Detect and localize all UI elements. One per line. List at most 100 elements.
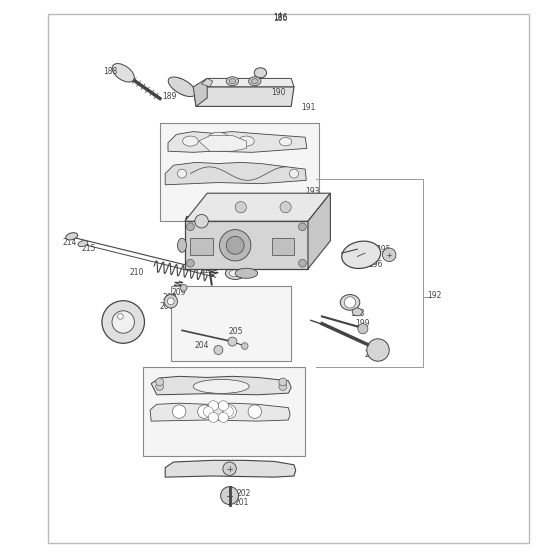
Polygon shape [193,78,207,106]
Bar [143,367,305,456]
Ellipse shape [78,241,88,246]
Text: 186: 186 [273,13,287,22]
Polygon shape [168,132,307,152]
Ellipse shape [235,268,258,278]
Text: 189: 189 [162,92,177,101]
Circle shape [241,343,248,349]
Polygon shape [193,87,294,106]
Circle shape [235,202,246,213]
Bar [160,123,319,221]
Circle shape [186,223,194,231]
Circle shape [112,311,134,333]
Ellipse shape [225,267,245,279]
Circle shape [218,412,228,422]
Ellipse shape [183,136,198,146]
Circle shape [220,230,251,261]
Polygon shape [150,403,290,421]
Text: 204: 204 [195,341,209,350]
Text: 207: 207 [159,302,174,311]
Circle shape [172,405,186,418]
Ellipse shape [66,233,78,240]
Circle shape [118,314,123,319]
Circle shape [367,339,389,361]
Polygon shape [199,136,246,151]
Circle shape [195,214,208,228]
Text: 209: 209 [172,288,186,297]
Text: 213: 213 [200,240,214,249]
Circle shape [226,236,244,254]
Ellipse shape [254,68,267,78]
Ellipse shape [340,295,360,310]
Bar [190,238,213,255]
Text: 191: 191 [301,103,316,112]
Ellipse shape [112,64,134,82]
Text: 196: 196 [368,260,383,269]
Text: 190: 190 [272,88,286,97]
Text: 195: 195 [376,245,391,254]
Ellipse shape [168,77,196,97]
Text: 212: 212 [208,257,222,266]
Ellipse shape [251,79,258,84]
Circle shape [186,259,194,267]
Text: 193: 193 [305,187,320,196]
Ellipse shape [207,132,230,148]
Ellipse shape [352,308,362,316]
Text: 197: 197 [346,301,360,310]
Polygon shape [308,193,330,269]
Ellipse shape [342,241,381,268]
Circle shape [208,401,218,411]
Text: 210: 210 [130,268,144,277]
Circle shape [156,378,164,386]
Ellipse shape [226,77,239,86]
Circle shape [228,337,237,346]
Circle shape [280,202,291,213]
Circle shape [279,378,287,386]
Circle shape [248,405,262,418]
Circle shape [344,297,356,308]
Text: 194: 194 [259,232,273,241]
Polygon shape [165,162,306,185]
Circle shape [223,407,234,417]
Text: 186: 186 [273,14,287,23]
Circle shape [358,324,368,334]
Bar [272,238,294,255]
Polygon shape [196,78,294,87]
Text: 215: 215 [82,244,96,253]
Polygon shape [151,376,291,395]
Circle shape [102,301,144,343]
Text: 188: 188 [104,67,118,76]
Polygon shape [185,221,308,269]
Text: 205: 205 [228,327,243,336]
Ellipse shape [193,380,249,394]
Ellipse shape [229,270,241,277]
Circle shape [198,405,211,418]
Circle shape [223,462,236,475]
Circle shape [164,295,178,308]
Ellipse shape [279,138,292,146]
Circle shape [208,412,218,422]
Text: 208: 208 [162,293,177,302]
Ellipse shape [229,79,236,84]
Text: 214: 214 [63,238,77,247]
Bar [171,286,291,361]
Ellipse shape [249,77,261,86]
Circle shape [156,382,164,390]
Circle shape [298,259,306,267]
Text: 211: 211 [199,266,213,275]
Bar [48,14,529,543]
Circle shape [178,169,186,178]
Text: 206: 206 [111,325,125,334]
Text: 202: 202 [237,489,251,498]
Text: 192: 192 [427,291,441,300]
Circle shape [180,284,187,291]
Circle shape [203,407,213,417]
Text: 201: 201 [234,498,249,507]
Circle shape [221,487,239,505]
Text: 199: 199 [355,319,370,328]
Ellipse shape [239,136,254,146]
Circle shape [298,223,306,231]
Circle shape [218,401,228,411]
Circle shape [167,298,174,305]
Circle shape [214,346,223,354]
Circle shape [290,169,298,178]
